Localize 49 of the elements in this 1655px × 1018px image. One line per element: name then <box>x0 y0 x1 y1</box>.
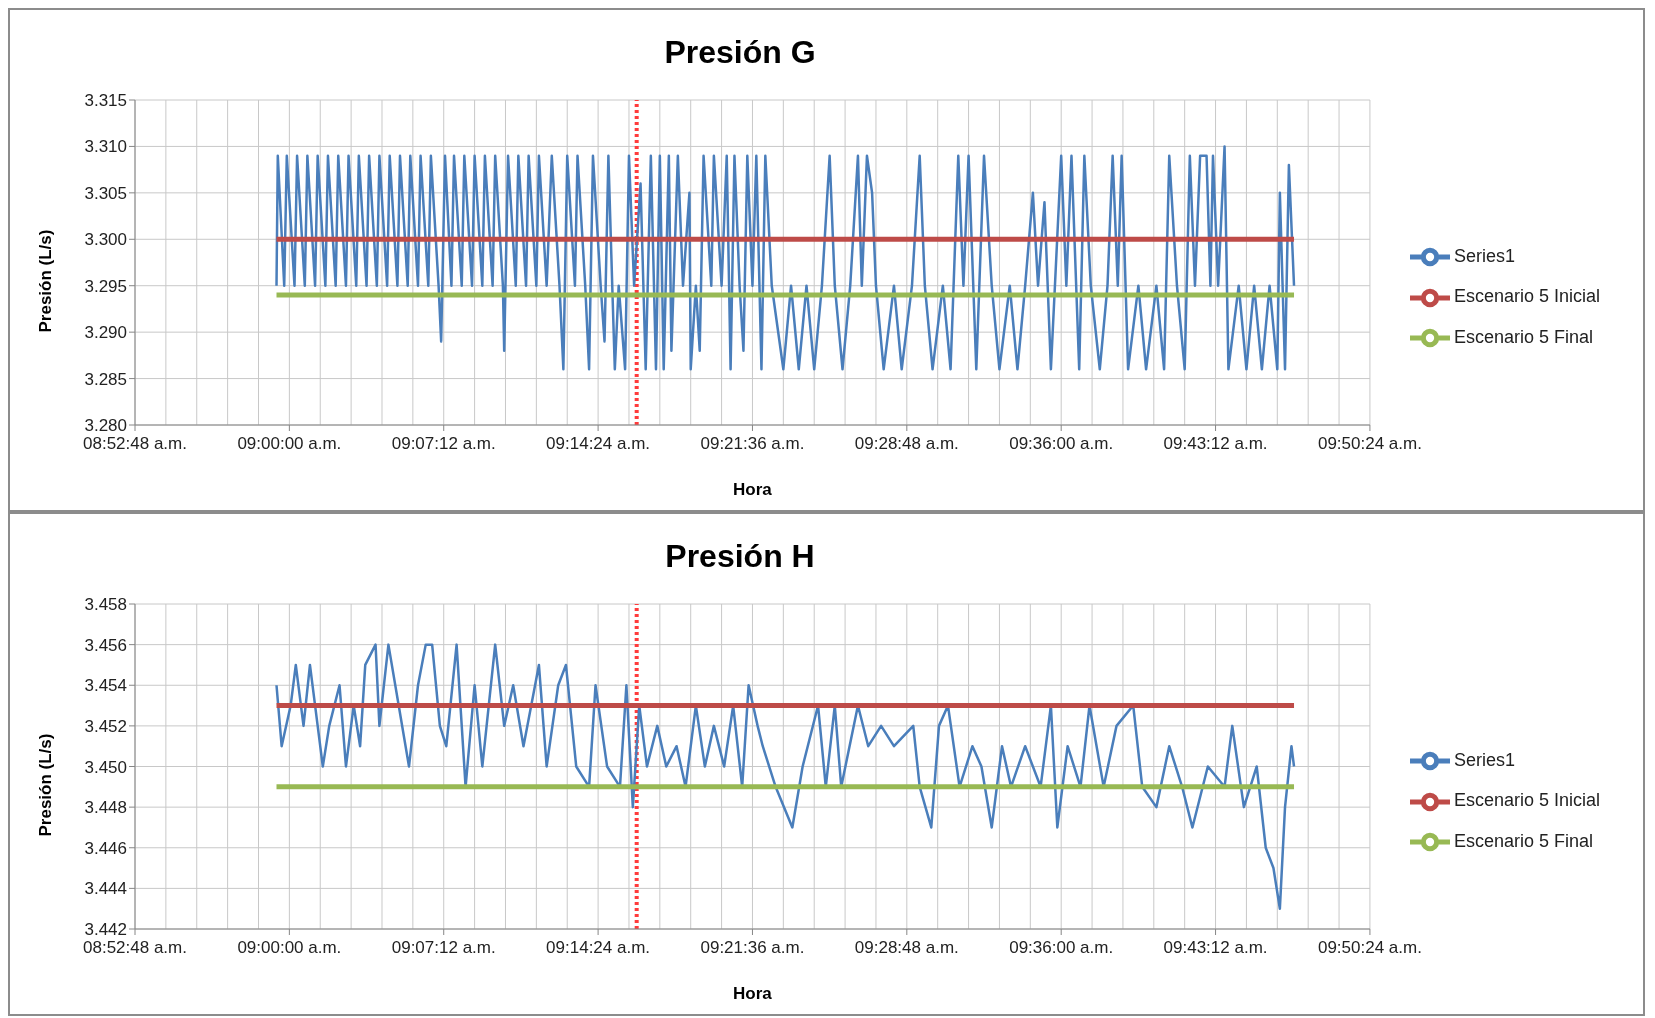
y-axis-title: Presión (L/s) <box>36 733 56 837</box>
x-tick-label: 09:07:12 a.m. <box>391 434 496 453</box>
y-tick-label: 3.305 <box>84 183 127 203</box>
x-tick-label: 09:36:00 a.m. <box>1009 938 1114 957</box>
x-tick-label: 08:52:48 a.m. <box>83 434 187 453</box>
x-tick-label: 09:28:48 a.m. <box>854 434 959 453</box>
x-tick-label: 09:14:24 a.m. <box>546 938 651 957</box>
line-series <box>275 643 1296 910</box>
x-tick-label: 09:00:00 a.m. <box>237 434 342 453</box>
y-tick-label: 3.442 <box>84 920 127 940</box>
y-tick-label: 3.315 <box>84 91 127 111</box>
y-axis-title: Presión (L/s) <box>36 229 56 333</box>
x-axis-title: Hora <box>733 480 773 499</box>
y-tick-label: 3.452 <box>84 716 127 736</box>
chart-title: Presión H <box>664 538 816 575</box>
legend-label: Escenario 5 Inicial <box>1453 790 1600 811</box>
legend-label: Escenario 5 Final <box>1453 830 1593 851</box>
legend-label: Series1 <box>1453 750 1515 771</box>
y-tick-label: 3.295 <box>84 276 127 296</box>
x-tick-label: 09:43:12 a.m. <box>1163 938 1268 957</box>
y-tick-label: 3.448 <box>84 798 127 818</box>
y-tick-label: 3.285 <box>84 369 127 389</box>
y-tick-label: 3.290 <box>84 323 127 343</box>
y-tick-label: 3.300 <box>84 230 127 250</box>
x-tick-label: 09:07:12 a.m. <box>391 938 496 957</box>
chart-title: Presión G <box>663 34 817 71</box>
legend-label: Escenario 5 Final <box>1453 326 1593 347</box>
y-tick-label: 3.456 <box>84 635 127 655</box>
y-tick-label: 3.446 <box>84 838 127 858</box>
y-tick-label: 3.280 <box>84 416 127 436</box>
y-tick-label: 3.450 <box>84 757 127 777</box>
x-axis-title: Hora <box>733 984 773 1003</box>
x-tick-label: 09:21:36 a.m. <box>700 434 805 453</box>
x-tick-label: 09:14:24 a.m. <box>546 434 651 453</box>
y-tick-label: 3.454 <box>84 676 127 696</box>
line-series <box>275 145 1296 371</box>
x-tick-label: 09:43:12 a.m. <box>1163 434 1268 453</box>
y-tick-label: 3.310 <box>84 137 127 157</box>
x-tick-label: 08:52:48 a.m. <box>83 938 187 957</box>
x-tick-label: 09:28:48 a.m. <box>854 938 959 957</box>
y-tick-label: 3.458 <box>84 595 127 615</box>
legend-label: Escenario 5 Inicial <box>1453 286 1600 307</box>
x-tick-label: 09:36:00 a.m. <box>1009 434 1114 453</box>
x-tick-label: 09:50:24 a.m. <box>1317 938 1422 957</box>
x-tick-label: 09:00:00 a.m. <box>237 938 342 957</box>
x-tick-label: 09:50:24 a.m. <box>1317 434 1422 453</box>
x-tick-label: 09:21:36 a.m. <box>700 938 805 957</box>
y-tick-label: 3.444 <box>84 879 127 899</box>
legend-label: Series1 <box>1453 246 1515 267</box>
